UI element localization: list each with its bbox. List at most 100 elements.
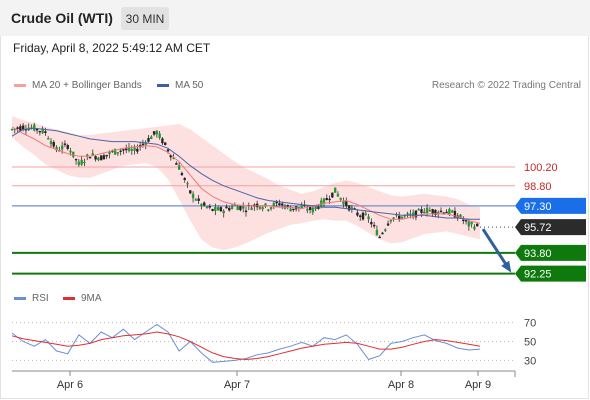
candle-down — [439, 210, 443, 213]
candle-up — [258, 206, 262, 209]
candle-down — [431, 209, 434, 214]
candle-down — [372, 224, 376, 227]
candle-down — [325, 198, 328, 201]
candle-down — [331, 192, 334, 198]
candle-up — [216, 207, 220, 211]
candle-up — [194, 199, 198, 201]
legend-ma50: MA 50 — [157, 80, 203, 91]
candle-up — [97, 157, 100, 161]
candle-down — [345, 201, 348, 207]
bollinger-band-area — [12, 116, 480, 251]
candle-up — [450, 210, 454, 213]
candle-up — [269, 207, 273, 210]
price-label-bg — [515, 197, 586, 214]
candle-down — [152, 131, 156, 135]
candle-down — [105, 154, 108, 157]
ma20-swatch — [14, 84, 26, 87]
candle-down — [74, 158, 78, 161]
candle-up — [222, 210, 225, 214]
candle-up — [339, 197, 342, 200]
price-label-bg — [515, 244, 586, 261]
forecast-arrow-shaft — [481, 228, 510, 269]
candle-down — [414, 210, 418, 218]
candle-down — [434, 209, 437, 215]
candle-down — [147, 137, 150, 142]
candle-up — [261, 207, 264, 210]
candle-up — [158, 133, 161, 139]
candle-down — [370, 222, 373, 225]
candle-down — [136, 148, 139, 152]
candle-down — [63, 143, 67, 145]
x-tick-label: Apr 6 — [57, 379, 83, 391]
price-label-resistance: 100.20 — [524, 162, 558, 174]
candle-down — [52, 141, 55, 147]
candle-up — [306, 209, 309, 211]
candle-up — [448, 209, 451, 215]
candle-up — [411, 212, 415, 217]
candle-down — [19, 126, 22, 131]
candle-down — [88, 156, 92, 159]
candle-down — [66, 145, 69, 149]
candle-up — [406, 213, 409, 215]
candle-down — [21, 125, 25, 130]
rsi-tick-label: 30 — [524, 355, 536, 367]
candle-down — [453, 210, 457, 218]
candle-down — [381, 232, 384, 235]
legend-9ma: 9MA — [63, 293, 102, 304]
ma20-line — [11, 126, 481, 224]
candle-up — [49, 141, 53, 145]
candle-up — [191, 193, 195, 199]
candle-up — [311, 207, 315, 213]
candle-up — [400, 216, 404, 219]
rsi-line — [11, 323, 481, 363]
rsi-label: RSI — [32, 293, 49, 304]
candle-down — [197, 198, 200, 201]
candle-up — [250, 207, 253, 210]
candle-up — [267, 209, 270, 211]
candle-up — [133, 147, 136, 151]
ma50-line — [11, 127, 480, 220]
candle-down — [292, 208, 295, 211]
legend-ma20: MA 20 + Bollinger Bands — [14, 80, 142, 91]
candle-up — [428, 210, 432, 212]
candle-up — [69, 150, 72, 153]
candle-up — [113, 148, 117, 155]
candle-up — [392, 217, 395, 219]
candle-up — [467, 221, 471, 227]
x-tick-label: Apr 7 — [224, 379, 250, 391]
candle-up — [470, 222, 473, 225]
candle-up — [177, 165, 181, 170]
candle-down — [183, 178, 186, 181]
candle-up — [130, 149, 133, 151]
candle-down — [189, 190, 192, 194]
candle-down — [102, 155, 106, 160]
candle-down — [462, 219, 465, 222]
candle-up — [242, 206, 245, 209]
rsi-tick-label: 70 — [524, 318, 536, 330]
candle-down — [286, 205, 289, 207]
timeframe-button[interactable]: 30 MIN — [121, 7, 169, 30]
price-label-pivot: 97.30 — [524, 201, 552, 213]
candle-up — [289, 208, 292, 212]
ma50-swatch — [157, 84, 169, 87]
candle-down — [464, 220, 468, 222]
x-tick-label: Apr 9 — [465, 379, 491, 391]
legend-rsi: RSI — [14, 293, 49, 304]
rsi-9ma-line — [11, 331, 481, 361]
header-bar: Crude Oil (WTI) 30 MIN — [0, 0, 590, 36]
price-label-bg — [515, 265, 586, 282]
candle-up — [389, 220, 393, 222]
candle-down — [164, 142, 167, 145]
candle-up — [205, 206, 209, 208]
candle-up — [336, 193, 340, 197]
candle-up — [314, 206, 317, 210]
candle-up — [33, 124, 36, 131]
last-price-label: 95.72 — [524, 222, 552, 234]
candle-up — [10, 128, 14, 131]
candle-down — [244, 210, 248, 213]
candle-down — [239, 206, 242, 211]
candle-up — [333, 187, 337, 193]
candle-down — [219, 207, 223, 212]
candle-down — [356, 212, 359, 216]
